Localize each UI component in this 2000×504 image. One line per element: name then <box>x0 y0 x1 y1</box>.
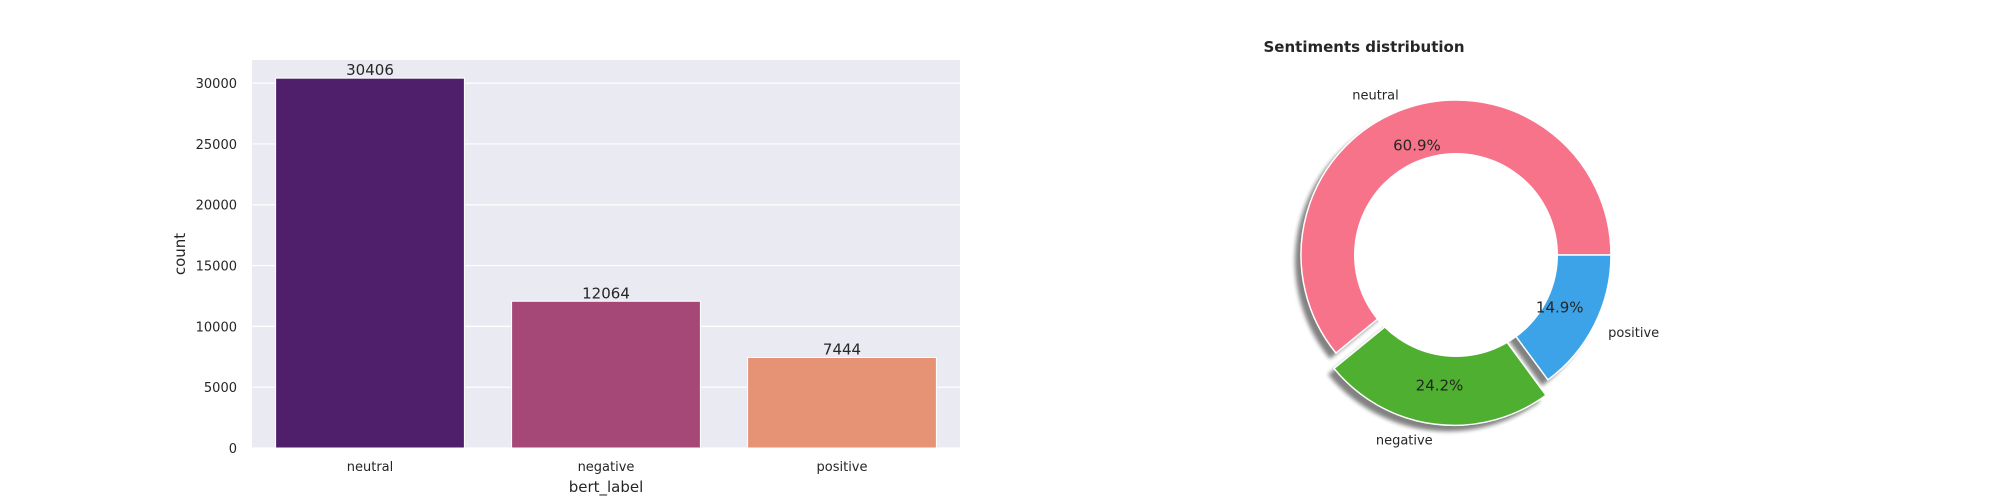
pie-category-labels: neutral negative positive <box>1352 88 1659 448</box>
donut-chart: Sentiments distribution 60.9%24.2%14.9% … <box>1264 38 1660 449</box>
pie-category-label: neutral <box>1352 88 1399 103</box>
x-tick-label: positive <box>817 460 868 475</box>
pie-percent-label: 60.9% <box>1393 136 1441 154</box>
bar-positive <box>747 356 937 449</box>
pie-hole <box>1354 153 1558 357</box>
pie-percent-label: 24.2% <box>1416 377 1464 395</box>
pie-category-label: negative <box>1376 434 1433 449</box>
x-axis-label: bert_label <box>569 478 644 497</box>
x-tick-label: neutral <box>347 460 394 475</box>
x-tick-label: negative <box>578 460 635 475</box>
pie-percent-labels: 60.9% 24.2% 14.9% <box>1393 136 1583 394</box>
y-tick-label: 15000 <box>196 260 237 275</box>
bar-neutral <box>275 77 465 449</box>
bar-data-label: 7444 <box>823 340 861 358</box>
y-tick-label: 25000 <box>196 138 237 153</box>
pie-percent-label: 14.9% <box>1536 298 1584 316</box>
pie-title: Sentiments distribution <box>1264 38 1465 56</box>
bar-data-label: 30406 <box>346 61 394 79</box>
bar-data-label: 12064 <box>582 284 630 302</box>
donut-hole <box>1354 153 1558 357</box>
pie-category-label: positive <box>1608 326 1659 341</box>
bar-series <box>275 77 937 449</box>
y-tick-label: 5000 <box>204 381 237 396</box>
y-tick-label: 30000 <box>196 77 237 92</box>
bar-y-tick-labels: 0 5000 10000 15000 20000 25000 30000 <box>196 77 237 457</box>
y-tick-label: 0 <box>229 442 237 457</box>
y-tick-label: 10000 <box>196 320 237 335</box>
bar-data-labels: 30406 12064 7444 <box>346 61 861 358</box>
bar-chart: 0 5000 10000 15000 20000 25000 30000 30406 1206… <box>171 60 960 497</box>
bar-negative <box>511 300 701 449</box>
y-axis-label: count <box>171 233 189 275</box>
y-tick-label: 20000 <box>196 199 237 214</box>
bar-x-tick-labels: neutral negative positive <box>347 460 868 475</box>
